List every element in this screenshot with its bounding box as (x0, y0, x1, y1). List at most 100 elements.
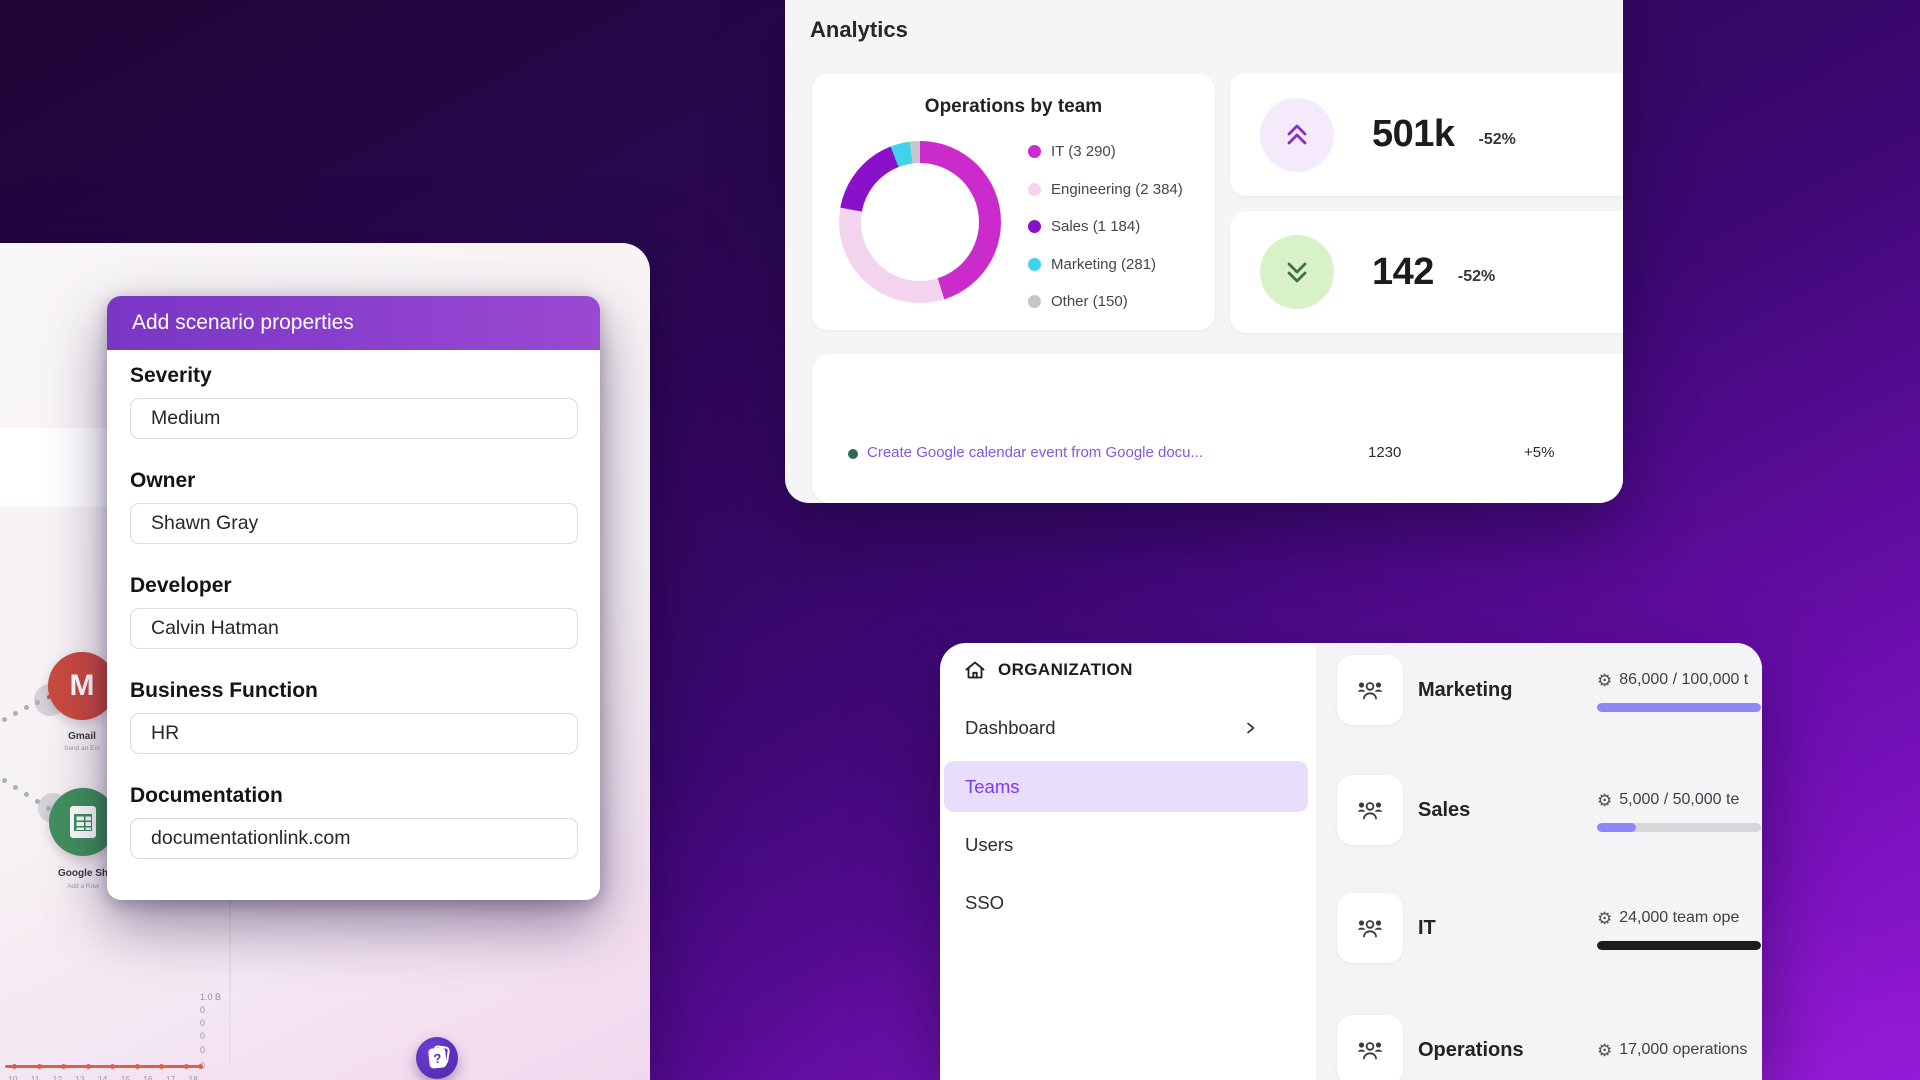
help-icon: ? (427, 1047, 447, 1069)
chart-gridline (10, 1009, 196, 1010)
chart-gridline (10, 995, 196, 996)
usage-progress-track (1597, 703, 1761, 712)
chevron-right-icon (1247, 722, 1255, 734)
chart-x-axis: 10 11 12 13 14 15 16 17 18 (8, 1074, 198, 1080)
stat-card-operations-down: 142 -52% (1230, 211, 1623, 333)
documentation-input[interactable]: documentationlink.com (130, 818, 578, 859)
team-name: Sales (1418, 798, 1471, 821)
chart-y-label: 1.0 B (200, 992, 222, 1002)
help-chat-button[interactable]: ? (416, 1037, 458, 1079)
donut-chart-title: Operations by team (924, 96, 1103, 117)
gmail-module[interactable]: M (48, 652, 116, 720)
chart-y-label: 0 (200, 1005, 206, 1015)
sidebar-item-label: Teams (965, 775, 1020, 797)
chart-x-label: 17 (165, 1074, 176, 1080)
donut-hole (861, 163, 979, 281)
status-dot (848, 449, 858, 459)
field-label: Severity (130, 364, 212, 387)
field-documentation: Documentation documentationlink.com (130, 784, 578, 859)
add-scenario-properties-modal: Add scenario properties Severity Medium … (107, 296, 600, 900)
field-developer: Developer Calvin Hatman (130, 574, 578, 649)
field-severity: Severity Medium (130, 364, 578, 439)
team-row-marketing[interactable]: Marketing ⚙ 86,000 / 100,000 t (1316, 655, 1762, 725)
team-row-sales[interactable]: Sales ⚙ 5,000 / 50,000 te (1316, 775, 1762, 845)
organization-header: ORGANIZATION (964, 660, 1133, 680)
donut-chart (839, 141, 1001, 303)
legend-swatch (1028, 220, 1041, 234)
field-label: Owner (130, 469, 196, 492)
team-row-it[interactable]: IT ⚙ 24,000 team ope (1316, 893, 1762, 963)
team-name: IT (1418, 916, 1436, 939)
field-business-function: Business Function HR (130, 679, 578, 754)
stat-value: 142 (1372, 250, 1434, 293)
team-name: Marketing (1418, 678, 1513, 701)
sidebar-item-teams-active[interactable]: Teams (944, 761, 1308, 812)
dotted-connector (2, 717, 7, 722)
donut-legend: IT (3 290) Engineering (2 384) Sales (1 … (1028, 133, 1183, 321)
gear-icon: ⚙ (1597, 790, 1613, 810)
team-usage-block: ⚙ 86,000 / 100,000 t (1597, 655, 1761, 725)
team-usage: 24,000 team ope (1619, 909, 1740, 926)
team-row-operations[interactable]: Operations ⚙ 17,000 operations (1316, 1015, 1762, 1080)
chart-x-label: 15 (120, 1074, 131, 1080)
field-owner: Owner Shawn Gray (130, 469, 578, 544)
team-avatar-tile (1337, 655, 1403, 725)
field-label: Developer (130, 574, 232, 597)
team-name: Operations (1418, 1038, 1524, 1061)
modal-header: Add scenario properties (107, 296, 600, 350)
legend-label: Engineering (2 384) (1051, 180, 1183, 198)
team-avatar-tile (1337, 893, 1403, 963)
analytics-title: Analytics (810, 17, 908, 42)
sidebar-item-users[interactable]: Users (965, 829, 1013, 861)
chart-x-label: 16 (143, 1074, 153, 1080)
usage-progress-track (1597, 941, 1761, 950)
business-function-input[interactable]: HR (130, 713, 578, 754)
stat-delta: -52% (1478, 130, 1516, 148)
stat-card-operations-up: 501k -52% (1230, 73, 1623, 196)
field-label: Documentation (130, 784, 283, 807)
legend-swatch (1028, 182, 1041, 196)
chart-x-label: 18 (188, 1074, 198, 1080)
google-sheets-module[interactable] (49, 788, 117, 856)
gmail-icon: M (69, 669, 95, 702)
gear-icon: ⚙ (1597, 908, 1613, 928)
legend-swatch (1028, 295, 1041, 309)
people-group-icon (1357, 920, 1383, 938)
sheets-label: Google Sh (58, 868, 108, 879)
dotted-connector (2, 778, 7, 783)
organization-title: ORGANIZATION (998, 660, 1133, 679)
sidebar-item-label: Users (965, 834, 1014, 855)
people-group-icon (1357, 802, 1383, 820)
field-label: Business Function (130, 679, 318, 702)
team-avatar-tile (1337, 1015, 1403, 1080)
scenario-link[interactable]: Create Google calendar event from Google… (867, 444, 1204, 461)
sidebar-item-sso[interactable]: SSO (965, 887, 1004, 919)
developer-input[interactable]: Calvin Hatman (130, 608, 578, 649)
operations-by-team-card: Operations by team IT (3 290) Engineerin… (812, 74, 1215, 330)
scenario-table-row[interactable]: Create Google calendar event from Google… (812, 440, 1623, 468)
severity-input[interactable]: Medium (130, 398, 578, 439)
chart-gridline (10, 1036, 196, 1037)
team-usage: 5,000 / 50,000 te (1619, 791, 1740, 808)
usage-progress-fill (1597, 703, 1761, 712)
legend-label: Marketing (281) (1051, 255, 1157, 273)
chart-gridline (10, 1050, 196, 1051)
gear-icon: ⚙ (1597, 670, 1613, 690)
chart-x-label: 14 (97, 1074, 108, 1080)
sidebar-item-dashboard[interactable]: Dashboard (965, 712, 1285, 744)
people-group-icon (1357, 682, 1383, 700)
chart-data-points (12, 1064, 17, 1069)
legend-label: IT (3 290) (1051, 143, 1116, 161)
owner-input[interactable]: Shawn Gray (130, 503, 578, 544)
team-avatar-tile (1337, 775, 1403, 845)
chart-x-label: 11 (30, 1074, 40, 1080)
sidebar-item-label: SSO (965, 892, 1005, 913)
scenario-delta: +5% (1524, 444, 1555, 461)
double-chevron-up-icon (1260, 97, 1334, 172)
sheets-sublabel: Add a Row (67, 883, 99, 890)
home-icon (965, 661, 985, 679)
legend-item: Engineering (2 384) (1028, 171, 1183, 209)
chart-x-label: 12 (52, 1074, 63, 1080)
legend-item: IT (3 290) (1028, 133, 1183, 171)
legend-item: Marketing (281) (1028, 246, 1183, 284)
